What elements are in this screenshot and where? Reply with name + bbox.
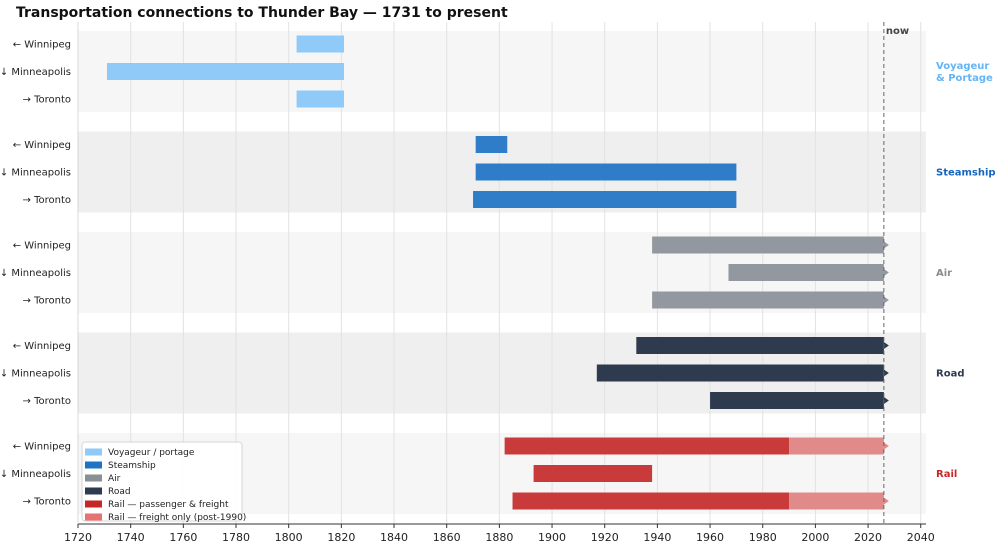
tick-label-1880: 1880 — [485, 531, 513, 544]
bar-rail-toronto-1885 — [512, 492, 790, 510]
mode-label-road: Road — [936, 369, 964, 380]
tick-label-1720: 1720 — [64, 531, 92, 544]
row-label: ↓ Minneapolis — [0, 67, 71, 78]
row-label: ↓ Minneapolis — [0, 469, 71, 480]
legend-swatch-voyageur-portage — [85, 448, 102, 456]
row-label: ← Winnipeg — [13, 442, 71, 453]
legend-swatch-rail-freight-only-post-1990 — [85, 513, 102, 521]
chart-title: Transportation connections to Thunder Ba… — [16, 5, 508, 21]
tick-label-1940: 1940 — [643, 531, 671, 544]
bar-air-winnipeg-1938 — [652, 236, 884, 254]
legend-swatch-road — [85, 487, 102, 495]
bar-rail-toronto-1990 — [789, 492, 884, 510]
tick-label-1760: 1760 — [169, 531, 197, 544]
bar-rail-minneapolis-1893 — [533, 465, 653, 482]
bar-voyageur-portage-toronto-1803 — [296, 90, 344, 108]
tick-label-1800: 1800 — [275, 531, 303, 544]
tick-label-1780: 1780 — [222, 531, 250, 544]
tick-label-2000: 2000 — [801, 531, 829, 544]
bar-steamship-toronto-1870 — [473, 191, 737, 208]
bar-air-toronto-1938 — [652, 291, 884, 309]
x-axis: 1720 1740 1760 1780 1800 1820 1840 1860 1880 1900… — [64, 22, 935, 544]
legend-swatch-air — [85, 474, 102, 482]
tick-label-1860: 1860 — [433, 531, 461, 544]
legend-label-rail-freight-only-post-1990: Rail — freight only (post-1990) — [108, 513, 246, 523]
legend-swatch-rail-passenger-freight — [85, 500, 102, 508]
ongoing-arrow — [883, 269, 889, 276]
tick-label-2020: 2020 — [854, 531, 882, 544]
tick-label-1740: 1740 — [117, 531, 145, 544]
ongoing-arrow — [883, 497, 889, 505]
legend-label-rail-passenger-freight: Rail — passenger & freight — [108, 500, 229, 510]
legend-swatch-steamship — [85, 461, 102, 469]
ongoing-arrow — [883, 397, 889, 404]
legend: Voyageur / portage Steamship Air Road Rail —… — [81, 441, 246, 523]
bar-road-minneapolis-1917 — [596, 364, 884, 382]
bar-voyageur-portage-minneapolis-1731 — [106, 63, 344, 80]
ongoing-arrow — [883, 442, 889, 450]
bar-rail-winnipeg-1990 — [789, 437, 884, 455]
tick-label-1840: 1840 — [380, 531, 408, 544]
legend-label-air: Air — [108, 474, 121, 484]
row-labels: ← Winnipeg ↓ Minneapolis → Toronto ← Winnip… — [0, 40, 71, 508]
tick-label-1960: 1960 — [696, 531, 724, 544]
bar-road-toronto-1960 — [710, 392, 884, 409]
tick-label-2040: 2040 — [907, 531, 935, 544]
legend-label-steamship: Steamship — [108, 461, 156, 471]
tick-label-1820: 1820 — [327, 531, 355, 544]
row-label: ↓ Minneapolis — [0, 369, 71, 380]
mode-label-rail: Rail — [936, 469, 957, 480]
mode-label-air: Air — [936, 268, 952, 279]
mode-labels: Voyageur & Portage Steamship Air Road Rail — [936, 61, 996, 480]
bar-road-winnipeg-1932 — [636, 337, 884, 354]
now-marker: now — [883, 22, 909, 524]
mode-label-steamship: Steamship — [936, 168, 996, 179]
ongoing-arrow — [883, 241, 889, 249]
legend-label-road: Road — [108, 487, 131, 497]
row-label: ↓ Minneapolis — [0, 168, 71, 179]
bar-steamship-minneapolis-1871 — [475, 163, 737, 181]
legend-label-voyageur-portage: Voyageur / portage — [108, 448, 195, 458]
row-label: → Toronto — [23, 497, 71, 508]
bar-steamship-winnipeg-1871 — [475, 136, 508, 153]
mode-label-voyageur: Voyageur & Portage — [936, 61, 993, 84]
row-label: → Toronto — [23, 195, 71, 206]
tick-label-1920: 1920 — [591, 531, 619, 544]
row-label: → Toronto — [23, 296, 71, 307]
row-label: ← Winnipeg — [13, 241, 71, 252]
row-label: → Toronto — [23, 95, 71, 106]
tick-label-1980: 1980 — [749, 531, 777, 544]
ongoing-arrow — [883, 342, 889, 349]
bar-voyageur-portage-winnipeg-1803 — [296, 35, 344, 53]
row-label: ← Winnipeg — [13, 140, 71, 151]
bars — [106, 35, 889, 510]
row-label: ← Winnipeg — [13, 40, 71, 51]
now-label: now — [886, 26, 909, 37]
ongoing-arrow — [883, 369, 889, 377]
bar-air-minneapolis-1967 — [728, 264, 884, 281]
legend-box — [81, 441, 243, 522]
tick-label-1900: 1900 — [538, 531, 566, 544]
row-label: ↓ Minneapolis — [0, 268, 71, 279]
ongoing-arrow — [883, 296, 889, 304]
row-label: ← Winnipeg — [13, 341, 71, 352]
row-label: → Toronto — [23, 396, 71, 407]
bar-rail-winnipeg-1882 — [504, 437, 790, 455]
